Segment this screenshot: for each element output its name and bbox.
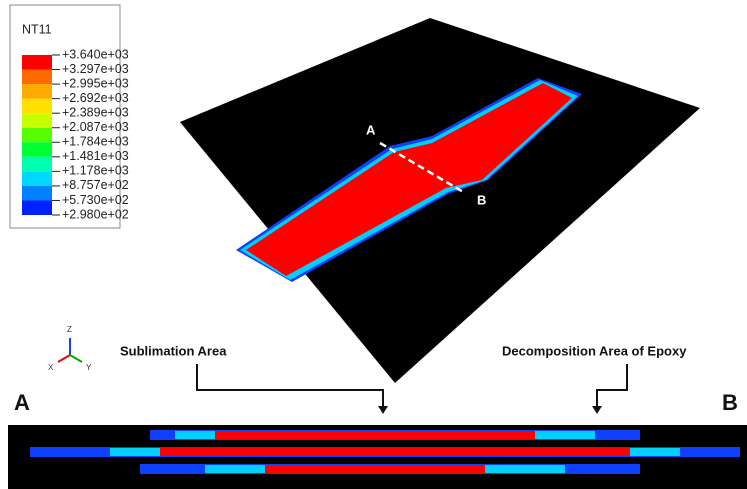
legend-swatch xyxy=(22,128,52,143)
legend-label: +2.995e+03 xyxy=(62,76,129,90)
point-b: B xyxy=(477,192,486,207)
legend-swatch xyxy=(22,157,52,172)
legend-label: +2.389e+03 xyxy=(62,105,129,119)
legend-swatch xyxy=(22,70,52,85)
legend-label: +3.640e+03 xyxy=(62,47,129,61)
legend-swatch xyxy=(22,113,52,128)
legend-swatch xyxy=(22,142,52,157)
legend-label: +1.481e+03 xyxy=(62,149,129,163)
legend-swatch xyxy=(22,171,52,186)
legend-swatch xyxy=(22,99,52,114)
arrow-head xyxy=(378,406,388,414)
legend-label: +1.784e+03 xyxy=(62,135,129,149)
point-a: A xyxy=(366,122,376,137)
legend-label: +2.692e+03 xyxy=(62,91,129,105)
cross-section xyxy=(8,425,747,489)
decomposition-label: Decomposition Area of Epoxy xyxy=(502,343,687,358)
plate xyxy=(180,18,700,383)
legend-swatch xyxy=(22,186,52,201)
legend-label: +5.730e+02 xyxy=(62,193,129,207)
section-right: B xyxy=(722,390,738,415)
legend-label: +8.757e+02 xyxy=(62,178,129,192)
arrow-head xyxy=(592,406,602,414)
legend-label: +3.297e+03 xyxy=(62,62,129,76)
legend-label: +1.178e+03 xyxy=(62,164,129,178)
legend-label: +2.087e+03 xyxy=(62,120,129,134)
arrow xyxy=(597,364,627,408)
axis-y: Y xyxy=(86,363,92,372)
legend-swatch xyxy=(22,55,52,70)
legend-label: +2.980e+02 xyxy=(62,207,129,221)
legend: +3.640e+03+3.297e+03+2.995e+03+2.692e+03… xyxy=(22,47,129,221)
arrow xyxy=(197,364,383,408)
figure: NT11 +3.640e+03+3.297e+03+2.995e+03+2.69… xyxy=(0,0,747,489)
figure-canvas: NT11 +3.640e+03+3.297e+03+2.995e+03+2.69… xyxy=(0,0,747,489)
legend-swatch xyxy=(22,200,52,215)
axis-z: Z xyxy=(67,325,72,334)
sublimation-label: Sublimation Area xyxy=(120,343,227,358)
axis-x: X xyxy=(48,363,54,372)
triad: Z X Y xyxy=(48,325,92,372)
legend-swatch xyxy=(22,84,52,99)
legend-title: NT11 xyxy=(22,22,52,36)
section-left: A xyxy=(14,390,30,415)
